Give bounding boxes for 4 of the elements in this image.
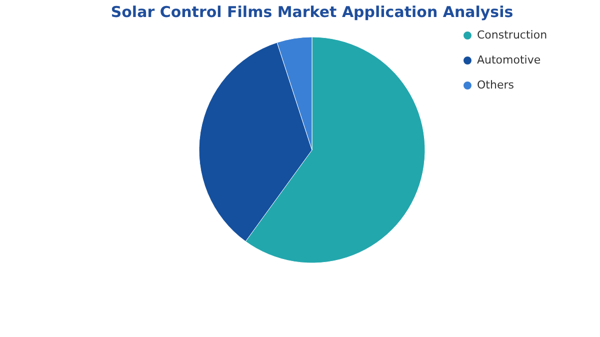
legend-label: Automotive <box>477 54 541 66</box>
legend-label: Others <box>477 78 514 92</box>
legend-label: Construction <box>477 28 548 42</box>
chart-title: Solar Control Films Market Application Analysis <box>110 3 514 21</box>
